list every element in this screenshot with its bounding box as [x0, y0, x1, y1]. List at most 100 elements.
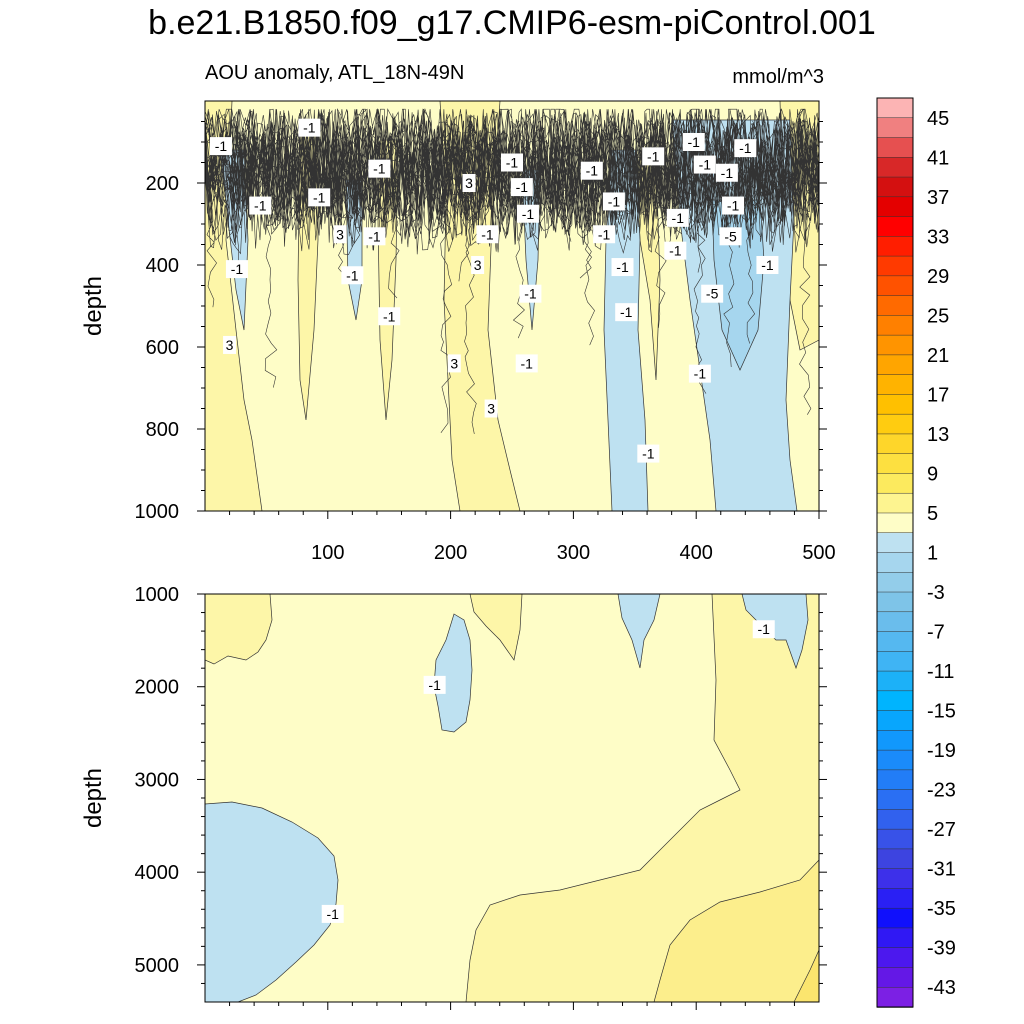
top-contour-label-box: [688, 364, 711, 383]
bottom-axis-ticks: [197, 593, 827, 1010]
colorbar-swatch: [876, 710, 914, 732]
top-contour-label-box: [637, 444, 660, 463]
top-contour-label: -1: [308, 188, 331, 207]
top-contour-label-text: 3: [336, 226, 344, 242]
top-contour-label-text: -1: [699, 157, 712, 173]
top-contour-label: 3: [484, 399, 498, 418]
colorbar-swatch: [876, 572, 914, 593]
top-contour-label: -1: [602, 192, 625, 211]
top-contour-label-box: [611, 258, 634, 277]
colorbar: 45 41 37 33 29 25 21 17 13 9 5 1 -3 -7 -11 -15 -19 -23 -27…: [876, 97, 956, 1008]
colorbar-tick-label: 21: [927, 345, 949, 367]
top-contour-label-text: -1: [522, 206, 535, 222]
bottom-warm-region-deep: [653, 859, 819, 1002]
bottom-panel: 1000 2000 3000 4000 5000 -1 -1 -1 depth: [80, 584, 827, 1010]
top-contour-label-box: [519, 284, 542, 303]
colorbar-swatch: [876, 868, 914, 890]
colorbar-swatch: [876, 947, 914, 969]
top-contour-label-text: -5: [706, 286, 719, 302]
colorbar-tick-label: 37: [927, 187, 949, 209]
colorbar-swatch: [876, 631, 914, 653]
colorbar-swatch: [876, 216, 914, 238]
top-contour-label: 3: [462, 174, 476, 192]
top-contour-label-box: [693, 155, 716, 174]
colorbar-tick-label: -23: [927, 780, 956, 802]
top-contour-label-text: -1: [647, 148, 660, 164]
bottom-y-tick-label: 4000: [135, 862, 180, 884]
top-contour-label-box: [719, 227, 742, 246]
bottom-y-axis-label: depth: [80, 768, 107, 828]
top-contour-label-text: -1: [524, 286, 537, 302]
top-contour-label-text: -1: [598, 226, 611, 242]
top-contour-label: -1: [516, 204, 539, 223]
colorbar-tick-label: -7: [927, 622, 945, 644]
colorbar-tick-label: -19: [927, 740, 956, 762]
top-contour-label: 3: [471, 256, 485, 274]
colorbar-tick-label: -15: [927, 701, 956, 723]
top-x-tick-label: 400: [680, 542, 713, 564]
colorbar-swatch: [876, 512, 914, 534]
top-contour-label-text: 3: [450, 355, 458, 371]
top-contour-label: -1: [209, 137, 232, 156]
top-contour-label: -1: [615, 303, 638, 322]
colorbar-swatch: [876, 117, 914, 139]
top-contour-labels: -1 -1 -1 -1 -1 -1 -1 -1 -1 -1 -1 -1 3 -1 -1 -1 -1 -1 3 -1 -1…: [209, 118, 779, 463]
bottom-contour-label-box: [752, 620, 775, 639]
colorbar-tick-label: 33: [927, 226, 949, 248]
top-contour-label-box: [368, 159, 391, 178]
top-contour-label: -1: [611, 258, 634, 277]
colorbar-swatch: [876, 295, 914, 317]
top-contour-label: -1: [515, 354, 538, 373]
top-contour-label-text: -1: [721, 165, 734, 181]
colorbar-swatch: [876, 848, 914, 870]
colorbar-tick-label: 45: [927, 108, 949, 130]
top-contour-label-text: -1: [669, 243, 682, 259]
top-contour-label-text: -1: [254, 198, 267, 214]
colorbar-swatch: [876, 315, 914, 336]
top-contour-label: -1: [363, 227, 386, 246]
colorbar-swatch: [876, 888, 914, 909]
top-contour-label-box: [484, 399, 498, 418]
bottom-contour-label: -1: [321, 904, 344, 923]
colorbar-tick-label: 29: [927, 266, 949, 288]
bottom-contour-label: -1: [752, 620, 775, 639]
top-contour-label-box: [501, 153, 523, 172]
colorbar-swatch: [876, 532, 914, 554]
top-contour-label: -1: [664, 241, 687, 260]
top-contour-label: -1: [519, 284, 542, 303]
top-contour-label-text: -1: [586, 163, 599, 179]
top-x-tick-label: 100: [311, 542, 344, 564]
figure-title: b.e21.B1850.f09_g17.CMIP6-esm-piControl.…: [148, 4, 876, 42]
colorbar-tick-label: -35: [927, 898, 956, 920]
top-contour-label-box: [471, 256, 485, 274]
colorbar-tick-label: -31: [927, 859, 956, 881]
bottom-y-tick-label: 5000: [135, 955, 180, 977]
top-contour-label-text: -1: [761, 257, 774, 273]
bottom-warm-top-mid: [469, 594, 523, 661]
top-contour-label: 3: [447, 354, 461, 373]
top-contour-label-text: -1: [620, 304, 633, 320]
colorbar-swatch: [876, 670, 914, 692]
top-contour-label: -1: [734, 139, 757, 158]
bottom-y-tick-label: 2000: [135, 677, 180, 699]
top-contour-label-text: 3: [465, 175, 473, 191]
top-contour-label: 3: [223, 335, 237, 354]
colorbar-swatch: [876, 433, 914, 455]
top-contour-label-text: -1: [694, 366, 707, 382]
top-axis-ticks: [197, 121, 827, 519]
top-contour-label-text: -1: [672, 210, 685, 226]
top-contour-label: 3: [333, 225, 347, 244]
top-contour-label: -1: [637, 444, 660, 463]
top-contour-label: -1: [368, 159, 391, 178]
bottom-cold-top-right-1: [617, 594, 661, 669]
top-y-tick-label: 400: [146, 255, 179, 277]
top-contour-label-box: [298, 118, 321, 137]
top-contour-label-text: -5: [724, 228, 737, 244]
top-contour-label: -1: [722, 196, 745, 215]
top-x-tick-label: 300: [557, 542, 590, 564]
top-y-tick-label: 600: [146, 337, 179, 359]
top-contour-label-box: [225, 260, 248, 279]
top-contour-label-text: -1: [481, 226, 494, 242]
top-contour-label: -5: [719, 227, 742, 246]
